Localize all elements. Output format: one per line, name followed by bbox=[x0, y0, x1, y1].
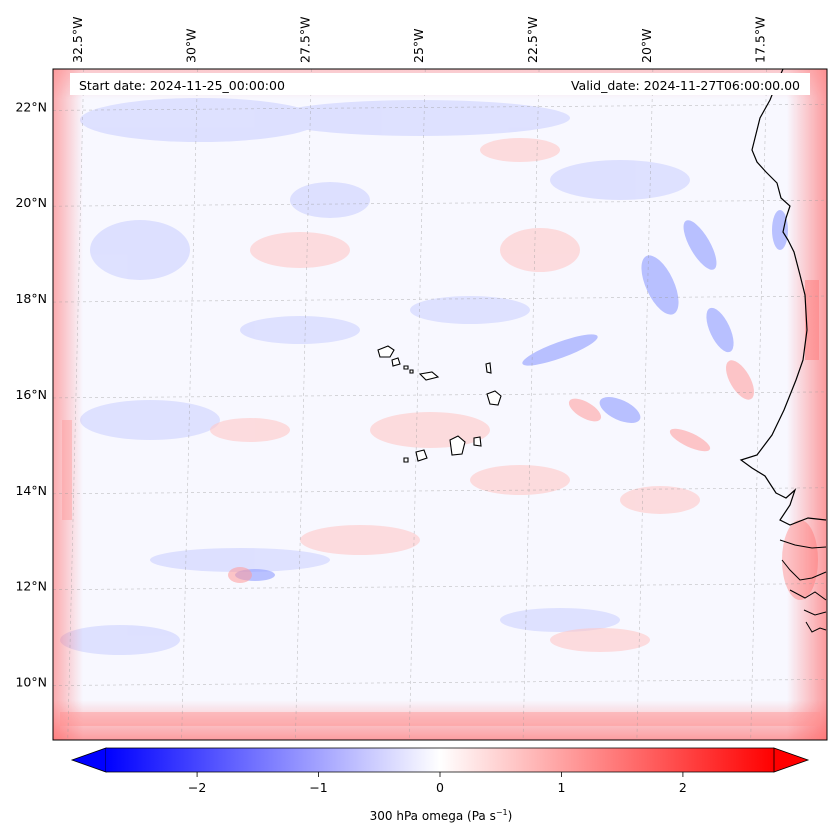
lat-tick-label: 10°N bbox=[15, 674, 47, 689]
header-band bbox=[70, 73, 810, 95]
lat-tick-label: 18°N bbox=[15, 291, 47, 306]
lon-tick-label: 20°W bbox=[639, 28, 654, 63]
colorbar-tick-label: 1 bbox=[557, 780, 565, 795]
lat-tick-label: 20°N bbox=[15, 195, 47, 210]
longitude-labels: 32.5°W 30°W 27.5°W 25°W 22.5°W 20°W 17.5°W bbox=[70, 17, 768, 63]
colorbar-extend-max bbox=[773, 747, 810, 773]
meridian-line bbox=[408, 69, 426, 740]
lon-tick-label: 27.5°W bbox=[297, 17, 312, 63]
meridian-line bbox=[636, 69, 654, 740]
meridian-line bbox=[67, 69, 85, 740]
lat-tick-label: 22°N bbox=[15, 99, 47, 114]
colorbar-tick-label: 2 bbox=[679, 780, 687, 795]
omega-field bbox=[53, 69, 827, 740]
colorbar-label: 300 hPa omega (Pa s−1) bbox=[369, 808, 513, 823]
colorbar-extend-min bbox=[70, 747, 107, 773]
lat-tick-label: 16°N bbox=[15, 387, 47, 402]
lon-tick-label: 17.5°W bbox=[753, 17, 768, 63]
lon-tick-label: 25°W bbox=[411, 28, 426, 63]
colorbar: −2 −1 0 1 2 bbox=[70, 747, 810, 795]
lat-tick-label: 14°N bbox=[15, 483, 47, 498]
valid-date-label: Valid_date: 2024-11-27T06:00:00.00 bbox=[570, 78, 800, 93]
meridian-line bbox=[295, 69, 312, 740]
start-date-label: Start date: 2024-11-25_00:00:00 bbox=[79, 78, 285, 93]
meridian-line bbox=[750, 69, 768, 740]
colorbar-tick-label: −1 bbox=[309, 780, 327, 795]
colorbar-body bbox=[106, 748, 774, 772]
meridian-line bbox=[522, 69, 540, 740]
colorbar-tick-label: −2 bbox=[188, 780, 206, 795]
africa-coastline bbox=[739, 69, 827, 526]
lon-tick-label: 22.5°W bbox=[525, 17, 540, 63]
lat-tick-label: 12°N bbox=[15, 579, 47, 594]
latitude-labels: 22°N 20°N 18°N 16°N 14°N 12°N 10°N bbox=[15, 99, 47, 689]
gambia-coastline bbox=[779, 539, 827, 633]
map-frame bbox=[52, 68, 828, 741]
lon-tick-label: 32.5°W bbox=[70, 17, 85, 63]
meridian-line bbox=[181, 69, 198, 740]
colorbar-tick-label: 0 bbox=[436, 780, 444, 795]
cape-verde-islands bbox=[377, 345, 502, 463]
colorbar-ticks: −2 −1 0 1 2 bbox=[188, 772, 687, 795]
graticule bbox=[53, 69, 827, 740]
lon-tick-label: 30°W bbox=[184, 28, 199, 63]
